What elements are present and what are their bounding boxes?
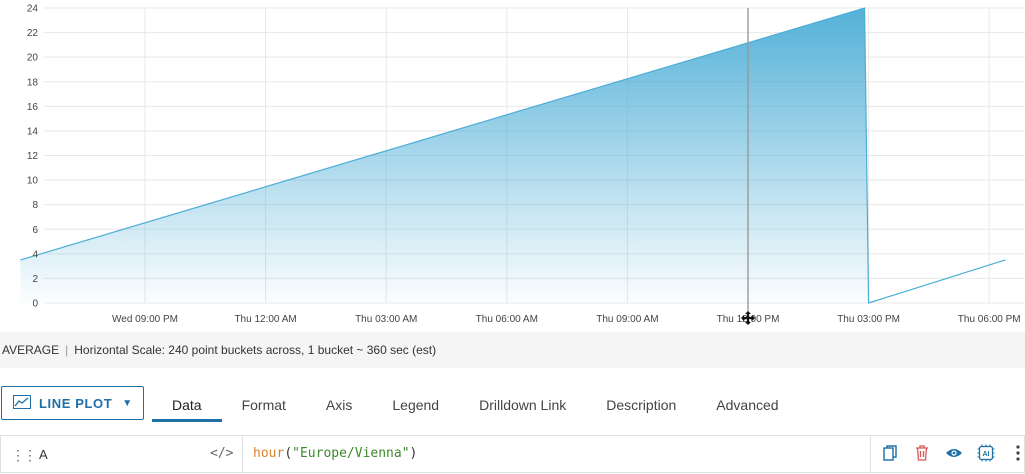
- y-tick-label: 0: [32, 299, 38, 310]
- y-tick-label: 14: [27, 126, 39, 137]
- move-cursor-icon: [741, 311, 755, 325]
- tab-axis[interactable]: Axis: [325, 397, 353, 413]
- plot-type-label: LINE PLOT: [39, 395, 113, 411]
- tab-legend[interactable]: Legend: [392, 397, 440, 413]
- series-area: [20, 8, 869, 303]
- horizontal-scale-text: Horizontal Scale: 240 point buckets acro…: [74, 343, 437, 357]
- query-input[interactable]: hour("Europe/Vienna"): [253, 446, 417, 461]
- copy-icon[interactable]: [881, 444, 899, 462]
- aggregation-label: AVERAGE: [2, 343, 60, 357]
- y-tick-label: 6: [32, 225, 38, 236]
- editor-tab-row: LINE PLOT ▼ Data Format Axis Legend Drilldow…: [0, 386, 1025, 424]
- code-view-toggle-icon[interactable]: </>: [210, 446, 234, 461]
- y-tick-label: 20: [27, 53, 39, 64]
- query-open-paren: (: [284, 446, 293, 461]
- y-tick-label: 10: [27, 176, 39, 187]
- drag-handle-icon[interactable]: ⋮⋮: [11, 447, 37, 463]
- y-tick-label: 12: [27, 151, 39, 162]
- plot-type-dropdown[interactable]: LINE PLOT ▼: [1, 386, 144, 420]
- svg-text:AI: AI: [983, 451, 990, 458]
- x-tick-label: Thu 03:00 PM: [837, 314, 900, 325]
- y-tick-label: 4: [32, 249, 38, 260]
- x-tick-label: Thu 09:00 AM: [596, 314, 658, 325]
- eye-icon[interactable]: [945, 444, 963, 462]
- tab-data[interactable]: Data: [152, 386, 222, 422]
- query-argument: "Europe/Vienna": [292, 446, 410, 461]
- x-tick-label: Thu 12:00 AM: [234, 314, 296, 325]
- y-tick-label: 2: [32, 274, 38, 285]
- query-close-paren: ): [409, 446, 418, 461]
- chart-status-bar: AVERAGE | Horizontal Scale: 240 point bu…: [0, 332, 1025, 368]
- tab-format[interactable]: Format: [241, 397, 286, 413]
- y-tick-label: 16: [27, 102, 39, 113]
- series-line: [20, 7, 1006, 304]
- y-tick-label: 24: [27, 4, 39, 15]
- x-tick-label: Thu 06:00 PM: [958, 314, 1021, 325]
- status-separator: |: [65, 343, 69, 357]
- editor-tabs: Data Format Axis Legend Drilldown Link Descri…: [152, 386, 799, 422]
- actions-divider: [870, 436, 871, 472]
- query-row[interactable]: ⋮⋮ A </> hour("Europe/Vienna") AI: [0, 435, 1025, 473]
- x-tick-label: Thu 06:00 AM: [476, 314, 538, 325]
- x-tick-label: Thu 03:00 AM: [355, 314, 417, 325]
- tab-description[interactable]: Description: [606, 397, 677, 413]
- line-chart-icon: [13, 394, 31, 412]
- query-function: hour: [253, 446, 285, 461]
- tab-drilldown-link[interactable]: Drilldown Link: [479, 397, 567, 413]
- y-tick-label: 8: [32, 200, 38, 211]
- y-tick-label: 22: [27, 28, 39, 39]
- x-tick-label: Wed 09:00 PM: [112, 314, 178, 325]
- delete-icon[interactable]: [913, 444, 931, 462]
- query-divider: [242, 436, 243, 472]
- query-actions: AI: [881, 444, 1025, 462]
- y-tick-label: 18: [27, 77, 39, 88]
- tab-advanced[interactable]: Advanced: [716, 397, 779, 413]
- move-cursor-arrows: [741, 311, 755, 325]
- ai-icon[interactable]: AI: [977, 444, 995, 462]
- chart-panel[interactable]: 0 2 4 6 8 10 12 14 16 18 20 22 24 Wed 09:00 PM Thu 12:…: [0, 0, 1025, 333]
- more-vertical-icon[interactable]: [1009, 444, 1025, 462]
- query-label[interactable]: A: [39, 447, 48, 462]
- chevron-down-icon: ▼: [122, 397, 133, 409]
